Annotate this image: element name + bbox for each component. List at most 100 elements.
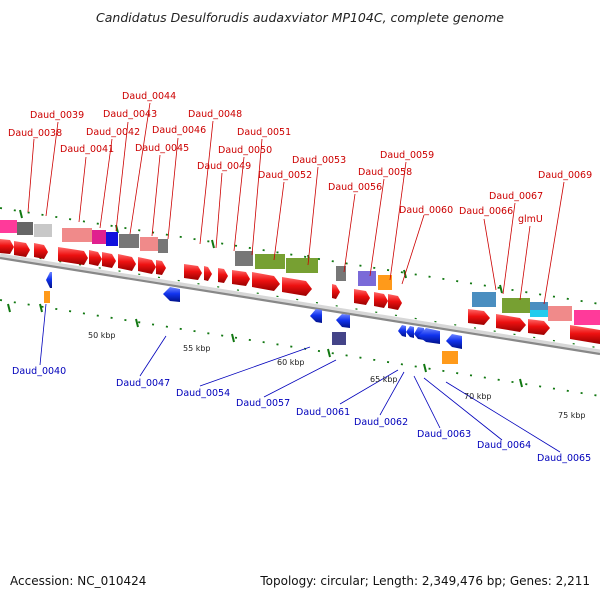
gene-label[interactable]: Daud_0058 — [358, 167, 412, 178]
gene-label[interactable]: Daud_0048 — [188, 109, 242, 120]
gene-label[interactable]: Daud_0047 — [116, 378, 170, 389]
gene-label[interactable]: Daud_0064 — [477, 440, 531, 451]
gene-arrow[interactable] — [156, 260, 166, 275]
gene-arrow[interactable] — [102, 252, 116, 268]
gene-arrow[interactable] — [282, 277, 312, 296]
gene-box[interactable] — [62, 228, 92, 242]
gene-box[interactable] — [378, 275, 392, 290]
gene-box[interactable] — [358, 271, 376, 286]
gene-box[interactable] — [548, 306, 572, 321]
gene-arrow[interactable] — [468, 309, 490, 325]
gene-label[interactable]: Daud_0059 — [380, 150, 434, 161]
gene-arrow[interactable] — [374, 292, 388, 308]
gene-arrow[interactable] — [528, 319, 550, 335]
gene-label[interactable]: Daud_0065 — [537, 453, 591, 464]
gene-arrow[interactable] — [336, 314, 350, 328]
gene-label[interactable]: Daud_0060 — [399, 205, 453, 216]
gene-label[interactable]: Daud_0045 — [135, 143, 189, 154]
gene-box[interactable] — [44, 291, 50, 303]
gene-box[interactable] — [106, 232, 118, 246]
gene-arrow[interactable] — [496, 314, 526, 332]
gene-arrow[interactable] — [418, 328, 440, 344]
gene-label[interactable]: Daud_0069 — [538, 170, 592, 181]
scale-tick-label: 65 kbp — [370, 375, 398, 384]
scale-labels: 50 kbp 55 kbp 60 kbp 65 kbp 70 kbp 75 kb… — [88, 331, 586, 420]
forward-leader-lines — [27, 102, 565, 305]
gene-box[interactable] — [336, 266, 346, 281]
gene-box[interactable] — [0, 220, 17, 233]
gene-box[interactable] — [442, 351, 458, 364]
gene-box[interactable] — [530, 310, 548, 317]
gene-arrow[interactable] — [252, 272, 280, 291]
gene-label[interactable]: Daud_0057 — [236, 398, 290, 409]
gene-label[interactable]: Daud_0051 — [237, 127, 291, 138]
scale-tick-label: 70 kbp — [464, 392, 492, 401]
backbone — [0, 253, 600, 356]
gene-label[interactable]: Daud_0039 — [30, 110, 84, 121]
gene-label[interactable]: Daud_0044 — [122, 91, 176, 102]
accession-text: Accession: NC_010424 — [10, 574, 147, 588]
gene-box[interactable] — [332, 332, 346, 345]
gene-box[interactable] — [140, 237, 158, 251]
gene-arrow[interactable] — [398, 325, 406, 337]
gene-label[interactable]: Daud_0053 — [292, 155, 346, 166]
genome-summary: Topology: circular; Length: 2,349,476 bp… — [260, 574, 590, 588]
gene-label[interactable]: Daud_0054 — [176, 388, 230, 399]
gene-box[interactable] — [286, 258, 318, 273]
scale-tick-label: 55 kbp — [183, 344, 211, 353]
gene-arrow[interactable] — [388, 294, 402, 310]
scale-tick-label: 60 kbp — [277, 358, 305, 367]
gene-arrow[interactable] — [232, 270, 250, 286]
forward-category-boxes — [0, 220, 600, 325]
gene-label[interactable]: Daud_0056 — [328, 182, 382, 193]
gene-arrow[interactable] — [184, 264, 202, 280]
gene-label[interactable]: Daud_0061 — [296, 407, 350, 418]
reverse-labels: Daud_0040 Daud_0047 Daud_0054 Daud_0057 … — [12, 366, 591, 464]
gene-label[interactable]: Daud_0062 — [354, 417, 408, 428]
gene-box[interactable] — [158, 239, 168, 253]
gene-label[interactable]: Daud_0046 — [152, 125, 206, 136]
gene-arrow[interactable] — [58, 247, 88, 265]
gene-box[interactable] — [17, 222, 33, 235]
gene-box[interactable] — [255, 254, 285, 269]
gene-arrow[interactable] — [446, 334, 462, 349]
gene-label[interactable]: Daud_0049 — [197, 161, 251, 172]
gene-arrow[interactable] — [310, 309, 322, 323]
reverse-category-boxes — [44, 291, 458, 364]
gene-arrow[interactable] — [406, 326, 414, 338]
gene-box[interactable] — [502, 298, 530, 313]
gene-box[interactable] — [92, 230, 106, 244]
gene-label[interactable]: Daud_0040 — [12, 366, 66, 377]
gene-arrow[interactable] — [89, 250, 102, 266]
gene-arrow[interactable] — [204, 266, 212, 281]
gene-arrow[interactable] — [354, 289, 370, 305]
gene-arrow[interactable] — [14, 241, 30, 257]
gene-arrow[interactable] — [0, 239, 14, 254]
gene-label[interactable]: Daud_0043 — [103, 109, 157, 120]
gene-arrow[interactable] — [118, 254, 136, 271]
gene-box[interactable] — [574, 310, 600, 325]
scale-tick-label: 75 kbp — [558, 411, 586, 420]
gene-arrow[interactable] — [34, 243, 48, 259]
gene-box[interactable] — [530, 302, 548, 310]
gene-label[interactable]: Daud_0066 — [459, 206, 513, 217]
gene-label[interactable]: Daud_0067 — [489, 191, 543, 202]
gene-label[interactable]: Daud_0038 — [8, 128, 62, 139]
gene-label[interactable]: Daud_0042 — [86, 127, 140, 138]
gene-arrow[interactable] — [570, 325, 600, 344]
gene-box[interactable] — [472, 292, 496, 307]
gene-label[interactable]: Daud_0050 — [218, 145, 272, 156]
gene-label[interactable]: Daud_0052 — [258, 170, 312, 181]
gene-box[interactable] — [119, 234, 139, 248]
gene-box[interactable] — [235, 251, 253, 266]
gene-arrow[interactable] — [46, 272, 52, 288]
gene-label[interactable]: Daud_0063 — [417, 429, 471, 440]
gene-label[interactable]: Daud_0041 — [60, 144, 114, 155]
gene-arrow[interactable] — [163, 287, 180, 302]
gene-arrow[interactable] — [218, 268, 228, 283]
gene-box[interactable] — [34, 224, 52, 237]
gene-arrow[interactable] — [138, 257, 156, 274]
gene-arrow[interactable] — [332, 284, 340, 299]
gene-label[interactable]: glmU — [518, 214, 543, 225]
